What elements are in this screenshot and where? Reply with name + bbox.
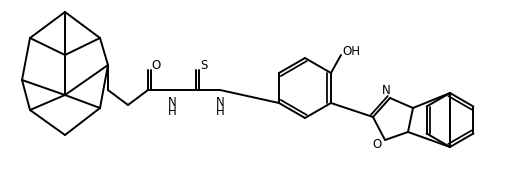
Text: S: S	[200, 59, 208, 71]
Text: O: O	[151, 59, 161, 71]
Text: N: N	[215, 96, 224, 108]
Text: OH: OH	[342, 45, 360, 57]
Text: O: O	[373, 139, 381, 151]
Text: H: H	[215, 105, 224, 117]
Text: N: N	[168, 96, 177, 108]
Text: N: N	[381, 83, 390, 96]
Text: H: H	[168, 105, 177, 117]
